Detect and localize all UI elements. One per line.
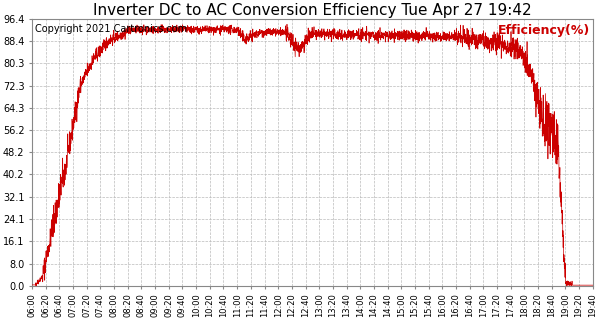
Text: Efficiency(%): Efficiency(%)	[497, 24, 590, 37]
Title: Inverter DC to AC Conversion Efficiency Tue Apr 27 19:42: Inverter DC to AC Conversion Efficiency …	[93, 3, 532, 18]
Text: Copyright 2021 Cartronics.com: Copyright 2021 Cartronics.com	[35, 24, 187, 34]
